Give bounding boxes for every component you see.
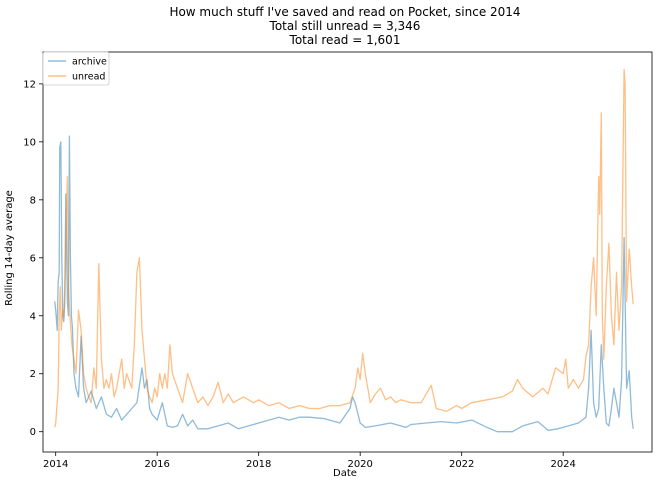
legend-label-unread: unread xyxy=(72,72,105,83)
chart-title-line-2: Total still unread = 3,346 xyxy=(269,19,421,33)
y-axis-label: Rolling 14-day average xyxy=(4,190,15,306)
series-line-archive xyxy=(54,135,634,433)
legend: archive unread xyxy=(42,51,110,86)
series-line-unread xyxy=(54,68,634,428)
y-tick-label: 6 xyxy=(30,253,36,264)
plot-area xyxy=(54,68,634,433)
y-tick-label: 2 xyxy=(30,369,36,380)
chart-title-line-1: How much stuff I've saved and read on Po… xyxy=(169,5,520,19)
plot-frame xyxy=(42,51,653,453)
x-axis-label: Date xyxy=(333,468,357,479)
x-tick-label: 2024 xyxy=(550,459,575,470)
y-tick-label: 8 xyxy=(30,195,36,206)
y-tick-label: 10 xyxy=(23,137,36,148)
chart-title-line-3: Total read = 1,601 xyxy=(289,33,401,47)
x-tick-label: 2018 xyxy=(246,459,271,470)
y-tick-label: 4 xyxy=(30,311,36,322)
x-tick-label: 2016 xyxy=(144,459,169,470)
axes: 2014 2016 2018 2020 2022 2024 0 2 4 6 8 10 12 xyxy=(23,51,653,470)
y-tick-label: 12 xyxy=(23,79,36,90)
x-tick-label: 2014 xyxy=(43,459,68,470)
x-tick-label: 2022 xyxy=(449,459,474,470)
x-tick-label: 2020 xyxy=(347,459,372,470)
y-tick-label: 0 xyxy=(30,427,36,438)
legend-label-archive: archive xyxy=(72,57,107,68)
